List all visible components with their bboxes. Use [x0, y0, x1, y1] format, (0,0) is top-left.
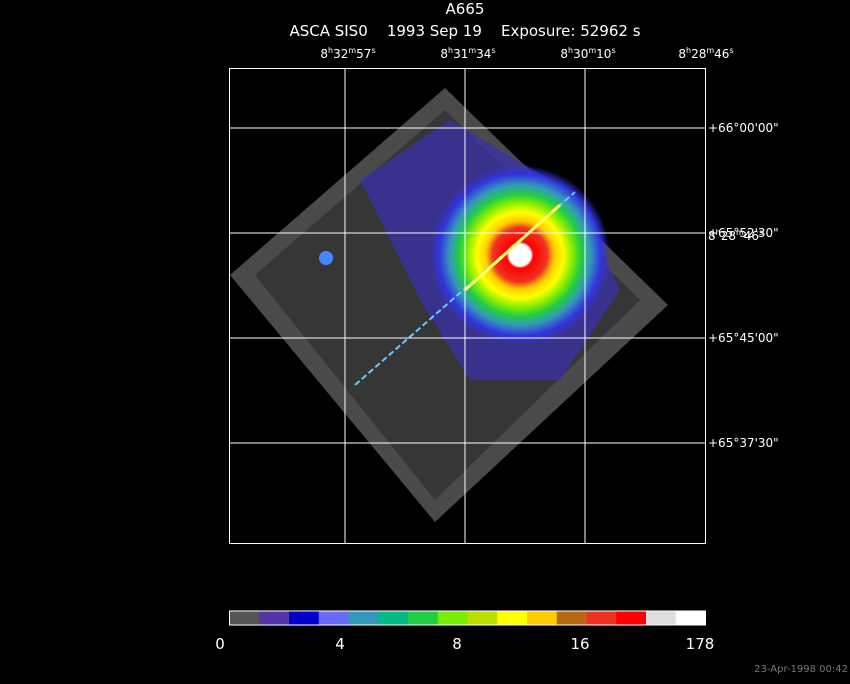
dec-label: +65°37'30"	[708, 436, 779, 450]
colorbar-cell	[378, 611, 409, 625]
colorbar-cell	[229, 611, 260, 625]
colorbar-cell	[616, 611, 647, 625]
subtitle: ASCA SIS0 1993 Sep 19 Exposure: 52962 s	[289, 22, 640, 40]
colorbar-cell	[289, 611, 320, 625]
colorbar-cell	[348, 611, 379, 625]
colorbar-cell	[259, 611, 290, 625]
colorbar-cell	[437, 611, 468, 625]
overlap-label: 8h28m46s	[708, 228, 763, 243]
ra-label: 8h31m34s	[440, 46, 495, 61]
dec-label: +66°00'00"	[708, 121, 779, 135]
colorbar-cell	[467, 611, 498, 625]
colorbar-label: 178	[686, 635, 715, 653]
colorbar-cell	[527, 611, 558, 625]
colorbar-label: 8	[452, 635, 462, 653]
ra-label: 8h32m57s	[320, 46, 375, 61]
ra-label: 8h30m10s	[560, 46, 615, 61]
colorbar-cell	[586, 611, 617, 625]
dec-labels: +66°00'00" +65°52'30" +65°45'00" +65°37'30"…	[708, 121, 779, 450]
dec-label: +65°52'30"	[708, 226, 779, 240]
colorbar-label: 4	[335, 635, 345, 653]
colorbar-label: 0	[215, 635, 225, 653]
colorbar-frame	[229, 610, 706, 626]
colorbar-cell	[318, 611, 349, 625]
colorbar-cell	[408, 611, 439, 625]
streak-bright	[463, 203, 562, 292]
ra-label: 8h28m46s	[678, 46, 733, 61]
plot-frame	[229, 68, 706, 544]
timestamp: 23-Apr-1998 00:42	[754, 664, 848, 675]
title: A665	[446, 0, 485, 18]
ra-labels: 8h32m57s 8h31m34s 8h30m10s 8h28m46s	[320, 46, 733, 61]
colorbar-cell	[497, 611, 528, 625]
cluster	[430, 165, 610, 345]
dec-label: +65°45'00"	[708, 331, 779, 345]
colorbar-cell	[556, 611, 587, 625]
point-source	[319, 251, 333, 265]
colorbar-label: 16	[570, 635, 589, 653]
colorbar-cell	[675, 611, 706, 625]
colorbar-cell	[646, 611, 677, 625]
colorbar: 0 4 8 16 178	[215, 610, 715, 653]
grid	[229, 68, 705, 543]
